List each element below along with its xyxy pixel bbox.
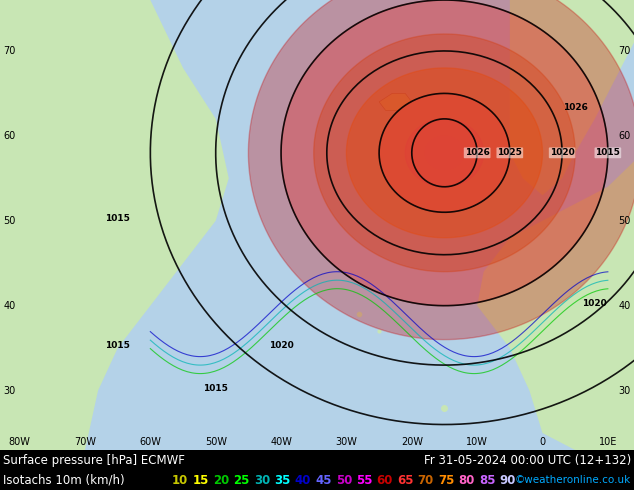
Text: 1015: 1015 xyxy=(204,384,228,392)
Text: 0: 0 xyxy=(540,438,546,447)
Text: 50: 50 xyxy=(3,216,16,226)
Text: 60: 60 xyxy=(3,131,15,141)
Text: 70: 70 xyxy=(418,473,434,487)
Text: 65: 65 xyxy=(397,473,413,487)
Text: Surface pressure [hPa] ECMWF: Surface pressure [hPa] ECMWF xyxy=(3,454,185,466)
Text: 1026: 1026 xyxy=(465,148,489,157)
Polygon shape xyxy=(281,0,608,306)
Text: 85: 85 xyxy=(479,473,496,487)
Text: 40W: 40W xyxy=(270,438,292,447)
Text: 50W: 50W xyxy=(205,438,227,447)
Text: 55: 55 xyxy=(356,473,373,487)
Polygon shape xyxy=(379,94,411,110)
Text: 1020: 1020 xyxy=(550,148,574,157)
Text: 70: 70 xyxy=(618,46,631,56)
Text: 30: 30 xyxy=(619,386,631,395)
Text: 50: 50 xyxy=(618,216,631,226)
Text: 60: 60 xyxy=(619,131,631,141)
Text: 10W: 10W xyxy=(466,438,488,447)
Text: 20: 20 xyxy=(213,473,230,487)
Text: 70: 70 xyxy=(3,46,16,56)
Text: 35: 35 xyxy=(275,473,291,487)
Text: 20W: 20W xyxy=(401,438,423,447)
Text: 15: 15 xyxy=(193,473,209,487)
Polygon shape xyxy=(425,136,464,170)
Text: 1015: 1015 xyxy=(105,214,130,223)
Polygon shape xyxy=(249,0,634,340)
Text: ©weatheronline.co.uk: ©weatheronline.co.uk xyxy=(515,475,631,485)
Polygon shape xyxy=(314,34,575,271)
Text: 40: 40 xyxy=(619,301,631,311)
Text: 50: 50 xyxy=(336,473,352,487)
Text: 30: 30 xyxy=(254,473,270,487)
Text: 1015: 1015 xyxy=(595,148,620,157)
Text: 10E: 10E xyxy=(598,438,617,447)
Text: 40: 40 xyxy=(3,301,15,311)
Text: 10: 10 xyxy=(172,473,188,487)
Text: 1020: 1020 xyxy=(269,341,294,350)
Text: 1020: 1020 xyxy=(583,299,607,308)
Text: 25: 25 xyxy=(233,473,250,487)
Text: Isotachs 10m (km/h): Isotachs 10m (km/h) xyxy=(3,473,125,487)
Text: Fr 31-05-2024 00:00 UTC (12+132): Fr 31-05-2024 00:00 UTC (12+132) xyxy=(424,454,631,466)
Text: 90: 90 xyxy=(500,473,516,487)
Text: 80: 80 xyxy=(458,473,475,487)
Polygon shape xyxy=(379,94,510,212)
Text: 1026: 1026 xyxy=(563,103,588,112)
Text: 30W: 30W xyxy=(335,438,358,447)
Text: 45: 45 xyxy=(315,473,332,487)
Text: 1015: 1015 xyxy=(105,341,130,350)
Polygon shape xyxy=(0,0,229,450)
Text: 1025: 1025 xyxy=(498,148,522,157)
Text: 60: 60 xyxy=(377,473,393,487)
Text: 30: 30 xyxy=(3,386,15,395)
Text: 70W: 70W xyxy=(74,438,96,447)
Text: 40: 40 xyxy=(295,473,311,487)
Text: 80W: 80W xyxy=(9,438,30,447)
Text: 75: 75 xyxy=(438,473,455,487)
Polygon shape xyxy=(405,119,484,187)
Polygon shape xyxy=(510,0,634,196)
Polygon shape xyxy=(346,68,543,238)
Text: 60W: 60W xyxy=(139,438,161,447)
Polygon shape xyxy=(477,0,634,450)
